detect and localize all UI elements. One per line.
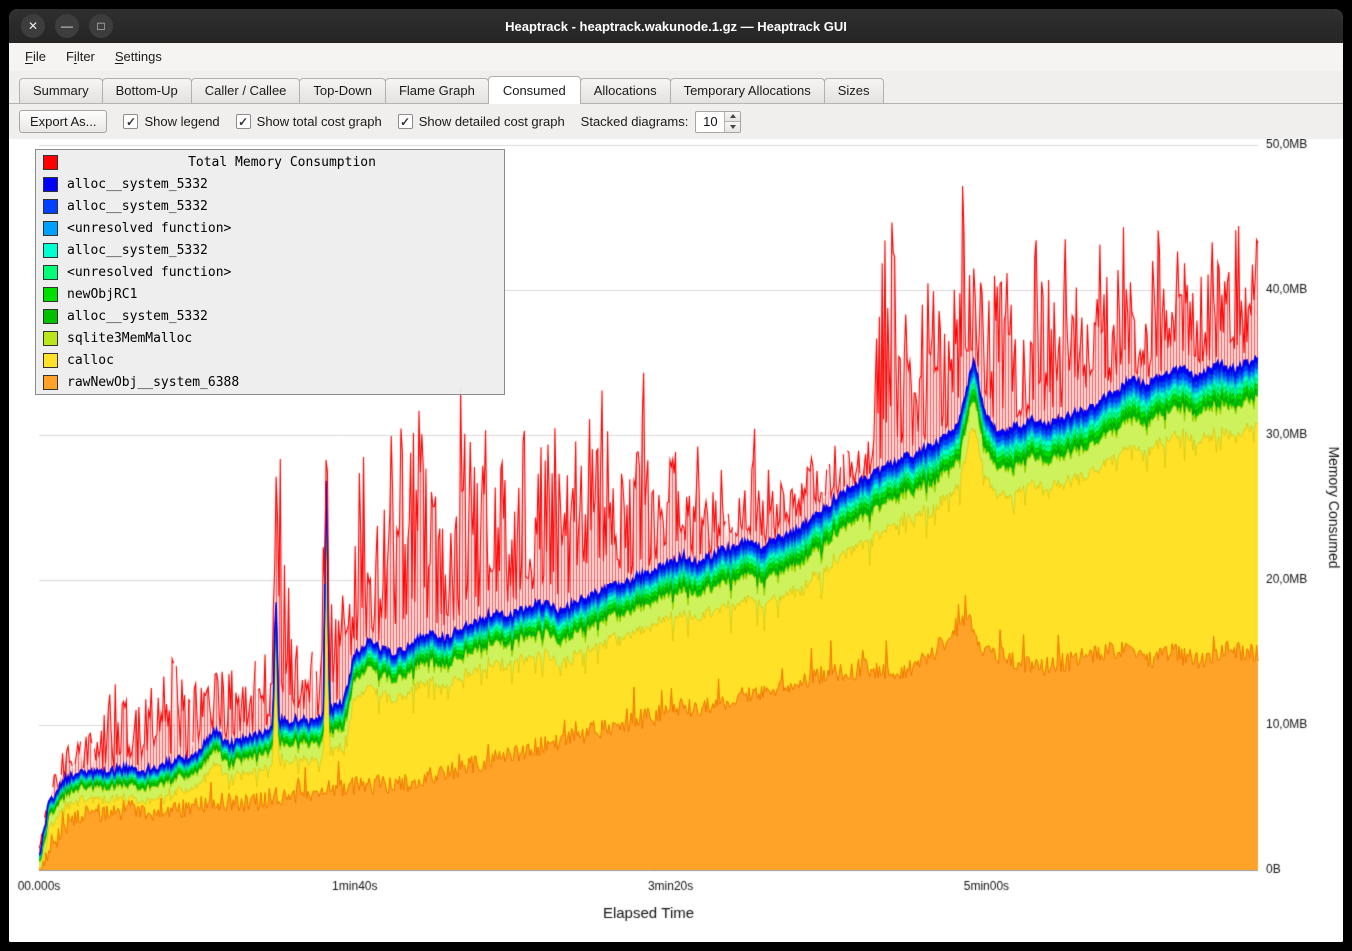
legend-title: Total Memory Consumption — [188, 154, 376, 170]
legend-swatch — [43, 330, 58, 346]
tab-temporary-allocations[interactable]: Temporary Allocations — [669, 78, 825, 103]
checkbox-show-total-cost-graph[interactable]: Show total cost graph — [235, 114, 382, 129]
stacked-diagrams-label: Stacked diagrams: — [580, 114, 689, 129]
window-title: Heaptrack - heaptrack.wakunode.1.gz — He… — [505, 18, 847, 34]
checkbox-group: Show legend Show total cost graph Show det… — [123, 114, 565, 129]
arrow-up-icon — [729, 114, 736, 119]
tab-flame-graph[interactable]: Flame Graph — [384, 78, 489, 103]
menubar: File Filter Settings — [9, 43, 1343, 71]
menu-label-post: ettings — [123, 49, 162, 64]
minimize-icon: — — [61, 19, 73, 33]
tab-consumed[interactable]: Consumed — [487, 76, 581, 104]
legend-label: alloc__system_5332 — [67, 308, 208, 324]
legend-item: alloc__system_5332 — [36, 195, 504, 217]
checkbox-show-legend[interactable]: Show legend — [123, 114, 220, 129]
window-controls: ✕ — □ — [21, 14, 113, 38]
legend: Total Memory Consumption alloc__system_5… — [35, 149, 505, 395]
legend-swatch — [43, 242, 58, 258]
checkbox-label: Show total cost graph — [256, 114, 382, 129]
tab-summary[interactable]: Summary — [19, 78, 103, 103]
tab-allocations[interactable]: Allocations — [579, 78, 671, 103]
toolbar: Export As... Show legend Show total cost … — [9, 104, 1343, 139]
legend-swatch — [43, 198, 58, 214]
menu-item-file[interactable]: File — [15, 43, 56, 71]
app-window: ✕ — □ Heaptrack - heaptrack.wakunode.1.g… — [9, 9, 1343, 942]
legend-item: calloc — [36, 349, 504, 371]
stacked-diagrams-spinbox[interactable]: 10 — [695, 110, 742, 133]
chart-area: Total Memory Consumption alloc__system_5… — [9, 139, 1343, 942]
legend-label: newObjRC1 — [67, 286, 138, 302]
legend-swatch — [43, 352, 58, 368]
tab-caller-callee[interactable]: Caller / Callee — [190, 78, 301, 103]
stacked-diagrams-value[interactable]: 10 — [703, 114, 718, 129]
checkbox-label: Show legend — [144, 114, 220, 129]
legend-label: calloc — [67, 352, 114, 368]
menu-label-post: ile — [32, 49, 46, 64]
maximize-icon: □ — [97, 19, 105, 33]
legend-item: <unresolved function> — [36, 217, 504, 239]
checkbox-box — [397, 114, 413, 129]
legend-item: alloc__system_5332 — [36, 239, 504, 261]
legend-label: alloc__system_5332 — [67, 176, 208, 192]
close-button[interactable]: ✕ — [21, 14, 45, 38]
spin-down-button[interactable] — [725, 121, 741, 132]
legend-label: alloc__system_5332 — [67, 242, 208, 258]
legend-title-row: Total Memory Consumption — [36, 151, 504, 173]
tabbar: Summary Bottom-Up Caller / Callee Top-Down F… — [9, 71, 1343, 104]
spin-arrows — [724, 111, 741, 132]
menu-label-post: lter — [76, 49, 95, 64]
legend-item: newObjRC1 — [36, 283, 504, 305]
legend-item: alloc__system_5332 — [36, 173, 504, 195]
legend-swatch — [43, 308, 58, 324]
legend-title-swatch — [43, 154, 58, 170]
legend-item: alloc__system_5332 — [36, 305, 504, 327]
export-as-button[interactable]: Export As... — [19, 110, 108, 133]
tab-bottom-up[interactable]: Bottom-Up — [101, 78, 192, 103]
legend-label: <unresolved function> — [67, 264, 232, 280]
legend-swatch — [43, 374, 58, 390]
maximize-button[interactable]: □ — [89, 14, 113, 38]
legend-label: <unresolved function> — [67, 220, 232, 236]
legend-item: <unresolved function> — [36, 261, 504, 283]
titlebar: ✕ — □ Heaptrack - heaptrack.wakunode.1.g… — [9, 9, 1343, 43]
menu-label-mnemonic: F — [25, 49, 33, 64]
checkbox-show-detailed-cost-graph[interactable]: Show detailed cost graph — [397, 114, 565, 129]
menu-label-mnemonic: S — [114, 49, 124, 64]
minimize-button[interactable]: — — [55, 14, 79, 38]
spin-up-button[interactable] — [725, 111, 741, 121]
tab-top-down[interactable]: Top-Down — [299, 78, 386, 103]
legend-item: sqlite3MemMalloc — [36, 327, 504, 349]
close-icon: ✕ — [27, 19, 39, 33]
legend-label: alloc__system_5332 — [67, 198, 208, 214]
legend-label: rawNewObj__system_6388 — [67, 374, 240, 390]
menu-label-mnemonic: i — [73, 49, 77, 64]
legend-swatch — [43, 176, 58, 192]
checkbox-label: Show detailed cost graph — [418, 114, 565, 129]
stacked-diagrams-group: Stacked diagrams: 10 — [580, 110, 742, 133]
arrow-down-icon — [729, 124, 736, 129]
checkbox-box — [235, 114, 251, 129]
menu-item-settings[interactable]: Settings — [105, 43, 172, 71]
menu-item-filter[interactable]: Filter — [56, 43, 105, 71]
legend-item: rawNewObj__system_6388 — [36, 371, 504, 393]
legend-swatch — [43, 220, 58, 236]
tab-sizes[interactable]: Sizes — [823, 78, 884, 103]
checkbox-box — [123, 114, 139, 129]
menu-label-pre: F — [65, 49, 74, 64]
legend-label: sqlite3MemMalloc — [67, 330, 193, 346]
legend-items: alloc__system_5332 alloc__system_5332 <unr… — [36, 173, 504, 393]
legend-swatch — [43, 264, 58, 280]
legend-swatch — [43, 286, 58, 302]
